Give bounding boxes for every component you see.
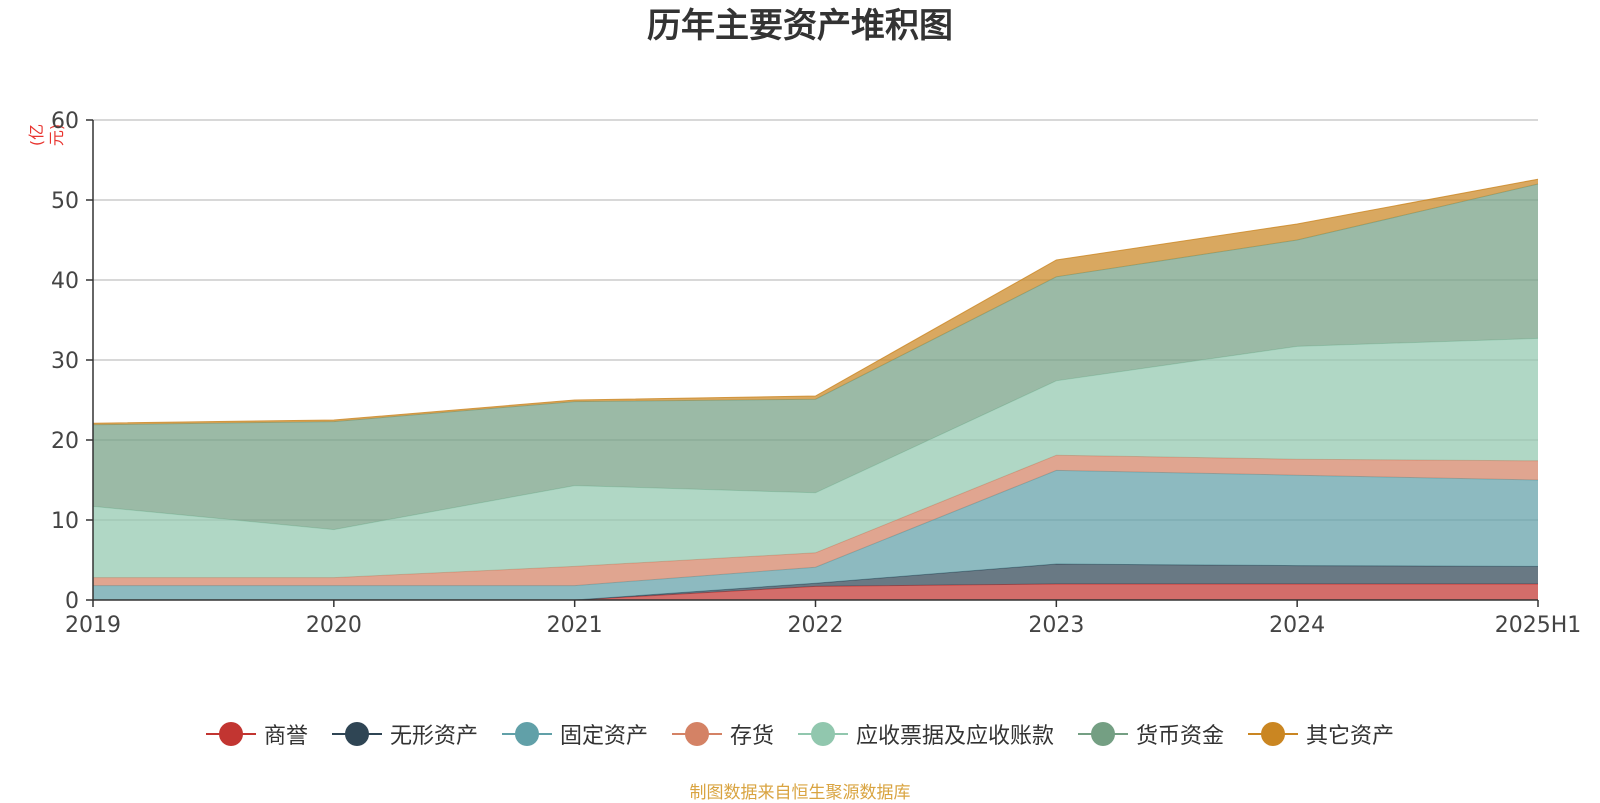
area-series-2 xyxy=(93,470,1538,600)
stacked-area-chart: 0 10 20 30 40 50 60 2019 2020 2021 2022 2023 2024 202… xyxy=(51,109,1581,638)
y-tick-label: 50 xyxy=(51,189,79,214)
chart-title: 历年主要资产堆积图 xyxy=(647,6,953,46)
x-tick-label: 2024 xyxy=(1269,613,1325,638)
legend-marker-icon xyxy=(798,722,848,746)
legend-item[interactable]: 商誉 xyxy=(205,718,308,750)
x-tick-label: 2020 xyxy=(306,613,362,638)
area-series-4 xyxy=(93,338,1538,578)
legend-item[interactable]: 其它资产 xyxy=(1248,718,1394,750)
legend-marker-icon xyxy=(671,722,722,746)
legend-label: 无形资产 xyxy=(389,724,478,749)
x-tick-label: 2019 xyxy=(65,613,121,638)
x-tick-label: 2022 xyxy=(788,613,844,638)
legend-label: 应收票据及应收账款 xyxy=(856,724,1055,749)
x-tick-label: 2025H1 xyxy=(1495,613,1582,638)
area-series-1 xyxy=(93,564,1538,600)
x-tick-label: 2021 xyxy=(547,613,603,638)
y-tick-label: 0 xyxy=(65,589,79,614)
legend-label: 其它资产 xyxy=(1306,724,1395,749)
legend-item[interactable]: 固定资产 xyxy=(501,718,648,750)
legend-label: 商誉 xyxy=(263,724,308,749)
y-tick-label: 10 xyxy=(51,509,79,534)
legend-item[interactable]: 存货 xyxy=(671,718,774,750)
legend-label: 存货 xyxy=(729,724,774,749)
legend-marker-icon xyxy=(331,722,382,746)
y-tick-label: 20 xyxy=(51,429,79,454)
legend-item[interactable]: 应收票据及应收账款 xyxy=(798,718,1054,750)
legend-item[interactable]: 货币资金 xyxy=(1078,718,1224,750)
area-series-edge-6 xyxy=(92,178,1539,424)
area-series-3 xyxy=(93,455,1538,586)
axes: 0 10 20 30 40 50 60 2019 2020 2021 2022 2023 2024 202… xyxy=(51,109,1581,638)
legend-marker-icon xyxy=(1078,722,1129,746)
area-series-0 xyxy=(93,584,1538,600)
legend-marker-icon xyxy=(501,722,552,746)
legend-marker-icon xyxy=(1248,722,1299,746)
y-tick-label: 60 xyxy=(51,109,79,134)
legend-item[interactable]: 无形资产 xyxy=(331,718,478,750)
legend-label: 货币资金 xyxy=(1136,724,1225,749)
legend: 商誉 无形资产 固定资产 存货 应收票据及应收账款 货币资金 其它资产 xyxy=(0,718,1600,750)
area-series-5 xyxy=(93,184,1538,530)
legend-label: 固定资产 xyxy=(559,724,648,749)
legend-marker-icon xyxy=(205,722,256,746)
x-tick-label: 2023 xyxy=(1028,613,1084,638)
y-tick-label: 40 xyxy=(51,269,79,294)
area-series xyxy=(92,178,1539,601)
y-tick-label: 30 xyxy=(51,349,79,374)
source-note: 制图数据来自恒生聚源数据库 xyxy=(689,783,911,803)
